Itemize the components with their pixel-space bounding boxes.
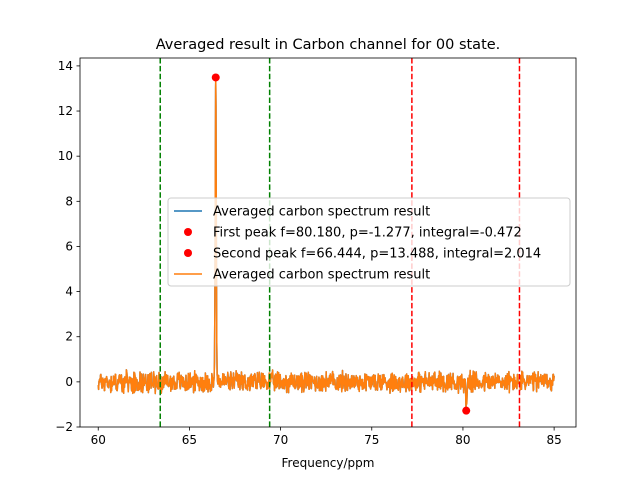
legend-entry-label: Averaged carbon spectrum result xyxy=(213,205,430,220)
chart-title: Averaged result in Carbon channel for 00… xyxy=(156,37,501,53)
second-peak-marker xyxy=(211,73,220,82)
first-peak-marker xyxy=(462,406,471,415)
x-tick-label: 75 xyxy=(364,433,379,447)
legend-entry-label: Second peak f=66.444, p=13.488, integral… xyxy=(213,247,541,262)
legend-marker-swatch xyxy=(184,228,192,236)
x-axis-label: Frequency/ppm xyxy=(282,456,375,470)
x-tick-label: 80 xyxy=(455,433,470,447)
y-tick-label: 8 xyxy=(65,194,73,208)
x-tick-label: 70 xyxy=(273,433,288,447)
x-tick-label: 65 xyxy=(182,433,197,447)
legend-box xyxy=(167,197,571,287)
y-tick-label: 4 xyxy=(65,285,73,299)
legend-entry-label: First peak f=80.180, p=-1.277, integral=… xyxy=(213,226,522,241)
y-tick-label: 14 xyxy=(58,59,73,73)
y-tick-label: 10 xyxy=(58,149,73,163)
y-tick-label: 12 xyxy=(58,104,73,118)
legend-entry-label: Averaged carbon spectrum result xyxy=(213,268,430,283)
y-tick-label: −2 xyxy=(55,420,73,434)
y-tick-label: 2 xyxy=(65,330,73,344)
y-tick-label: 6 xyxy=(65,239,73,253)
axes-frame xyxy=(79,57,577,428)
x-tick-label: 85 xyxy=(546,433,561,447)
x-tick-label: 60 xyxy=(91,433,106,447)
y-tick-label: 0 xyxy=(65,375,73,389)
legend-marker-swatch xyxy=(184,249,192,257)
legend: Averaged carbon spectrum result First pea… xyxy=(167,197,571,287)
series-line-orange xyxy=(97,79,555,410)
